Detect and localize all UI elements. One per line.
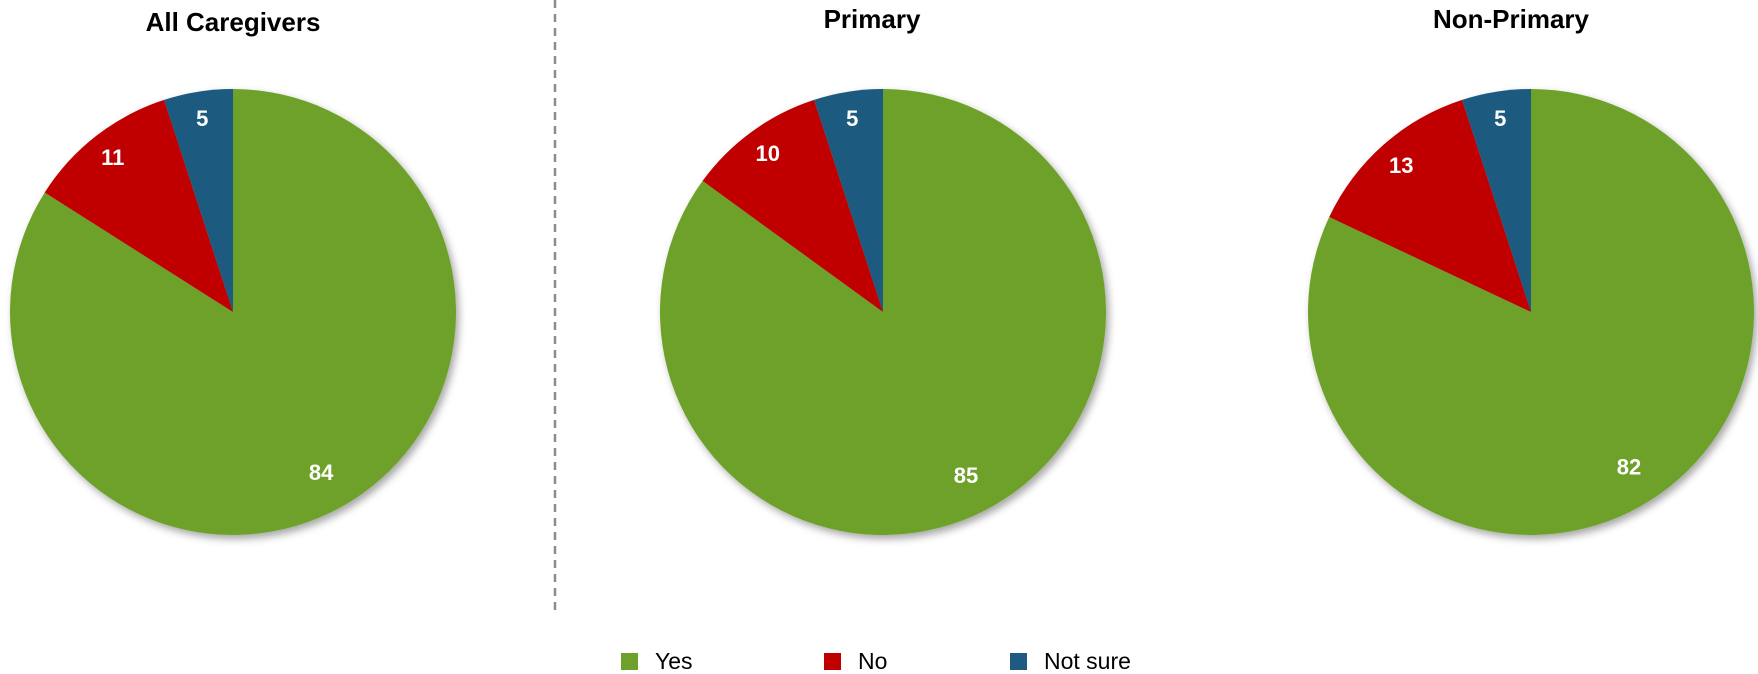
pie-chart-non-primary: Non-Primary 82 13 5 bbox=[1307, 4, 1754, 536]
pie-slice-primary-yes bbox=[659, 89, 1106, 535]
legend-swatch-yes bbox=[621, 652, 638, 670]
data-label-primary-yes: 85 bbox=[954, 463, 978, 488]
data-label-primary-no: 10 bbox=[755, 141, 779, 166]
pie-slice-non-primary-not-sure bbox=[1462, 89, 1531, 312]
legend-item-no: No bbox=[824, 649, 887, 673]
chart-title-primary: Primary bbox=[824, 4, 921, 34]
legend-label-yes: Yes bbox=[655, 648, 693, 674]
legend-label-no: No bbox=[858, 648, 888, 674]
pie-chart-primary: Primary 85 10 5 bbox=[659, 4, 1106, 535]
data-label-all-caregivers-not-sure: 5 bbox=[196, 106, 208, 131]
legend: Yes No Not sure bbox=[0, 649, 1758, 673]
legend-swatch-not-sure bbox=[1010, 652, 1027, 670]
chart-title-all-caregivers: All Caregivers bbox=[146, 7, 321, 37]
legend-swatch-no bbox=[824, 652, 841, 670]
pie-slices-primary bbox=[659, 89, 1106, 535]
pie-slice-primary-no bbox=[702, 99, 883, 312]
data-label-non-primary-yes: 82 bbox=[1617, 454, 1641, 479]
data-label-all-caregivers-yes: 84 bbox=[309, 460, 334, 485]
charts-layer: All Caregivers84115Primary85105Non-Prima… bbox=[9, 4, 1754, 536]
pie-slice-all-caregivers-no bbox=[44, 99, 234, 312]
legend-item-yes: Yes bbox=[621, 649, 693, 673]
pie-slices-all-caregivers bbox=[9, 89, 456, 536]
data-label-non-primary-not-sure: 5 bbox=[1494, 106, 1506, 131]
pie-slices-non-primary bbox=[1307, 89, 1754, 536]
data-label-primary-not-sure: 5 bbox=[846, 106, 858, 131]
pie-chart-all-caregivers: All Caregivers 84 11 5 bbox=[9, 7, 456, 536]
legend-label-not-sure: Not sure bbox=[1044, 648, 1131, 674]
data-label-non-primary-no: 13 bbox=[1389, 153, 1413, 178]
pie-slice-all-caregivers-not-sure bbox=[164, 89, 233, 312]
pie-slice-non-primary-no bbox=[1329, 99, 1531, 312]
pie-slice-all-caregivers-yes bbox=[9, 89, 456, 536]
pie-slice-non-primary-yes bbox=[1307, 89, 1754, 536]
pie-slice-primary-not-sure bbox=[814, 89, 883, 312]
chart-title-non-primary: Non-Primary bbox=[1433, 4, 1590, 34]
data-label-all-caregivers-no: 11 bbox=[101, 145, 124, 170]
legend-item-not-sure: Not sure bbox=[1010, 649, 1131, 673]
